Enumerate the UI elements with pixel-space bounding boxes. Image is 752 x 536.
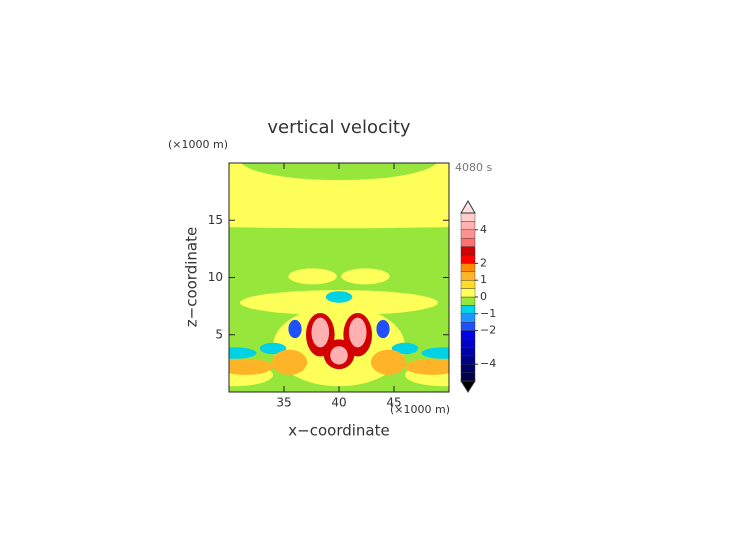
contour-region (405, 358, 449, 375)
y-unit: (×1000 m) (168, 138, 228, 151)
contour-region (229, 163, 449, 229)
x-axis-label: x−coordinate (288, 422, 389, 440)
x-tick-label: 40 (331, 396, 346, 410)
contour-region (259, 342, 287, 355)
colorbar-band (460, 212, 476, 222)
x-tick-label: 45 (386, 396, 401, 410)
colorbar-band (460, 364, 476, 373)
contour-region (325, 291, 353, 303)
x-tick-label: 35 (276, 396, 291, 410)
colorbar-tick-label: −2 (480, 324, 496, 337)
colorbar-tick-label: 2 (480, 256, 487, 269)
colorbar-tick-label: −1 (480, 307, 496, 320)
y-tick-label: 5 (215, 327, 223, 341)
colorbar-over (460, 200, 476, 214)
field (229, 163, 449, 392)
contour-region (370, 349, 407, 375)
colorbar-band (460, 271, 476, 281)
colorbar-band (460, 280, 476, 289)
y-tick-label: 15 (208, 213, 223, 227)
colorbar-band (460, 313, 476, 323)
colorbar-band (460, 355, 476, 365)
colorbar-band (460, 330, 476, 340)
colorbar-band (460, 221, 476, 230)
colorbar-tick-label: 4 (480, 223, 487, 236)
colorbar-band (460, 338, 476, 348)
contour-region (240, 290, 438, 316)
contour-region (376, 319, 390, 339)
frame (228, 162, 450, 393)
contour-region (330, 346, 348, 365)
colorbar-band (460, 296, 476, 306)
contour-region (391, 342, 419, 355)
colorbar-band (460, 237, 476, 247)
contour-region (288, 319, 302, 339)
colorbar-tick-label: 0 (480, 290, 487, 303)
contour-region (288, 268, 337, 285)
colorbar-tick-label: −4 (480, 357, 496, 370)
y-axis-label: z−coordinate (183, 227, 201, 327)
contour-region (229, 358, 273, 375)
colorbar-band (460, 263, 476, 272)
contour-region (271, 349, 308, 375)
contour-region (229, 347, 257, 359)
colorbar-band (460, 254, 476, 264)
colorbar-band (460, 288, 476, 298)
chart-title: vertical velocity (267, 117, 411, 138)
contour-region (341, 268, 390, 285)
contour-region (241, 163, 437, 181)
colorbar-band (460, 246, 476, 256)
colorbar-tick-label: 1 (480, 273, 487, 286)
y-tick-label: 10 (208, 270, 223, 284)
colorbar-under (460, 380, 476, 393)
contour-region (421, 347, 449, 359)
time-label: 4080 s (455, 161, 492, 174)
colorbar-band (460, 322, 476, 331)
contour-region (348, 317, 367, 348)
colorbar-band (460, 305, 476, 314)
contour-region (311, 317, 330, 348)
colorbar-band (460, 372, 476, 382)
colorbar-band (460, 229, 476, 239)
colorbar-band (460, 347, 476, 356)
x-unit: (×1000 m) (390, 403, 450, 416)
